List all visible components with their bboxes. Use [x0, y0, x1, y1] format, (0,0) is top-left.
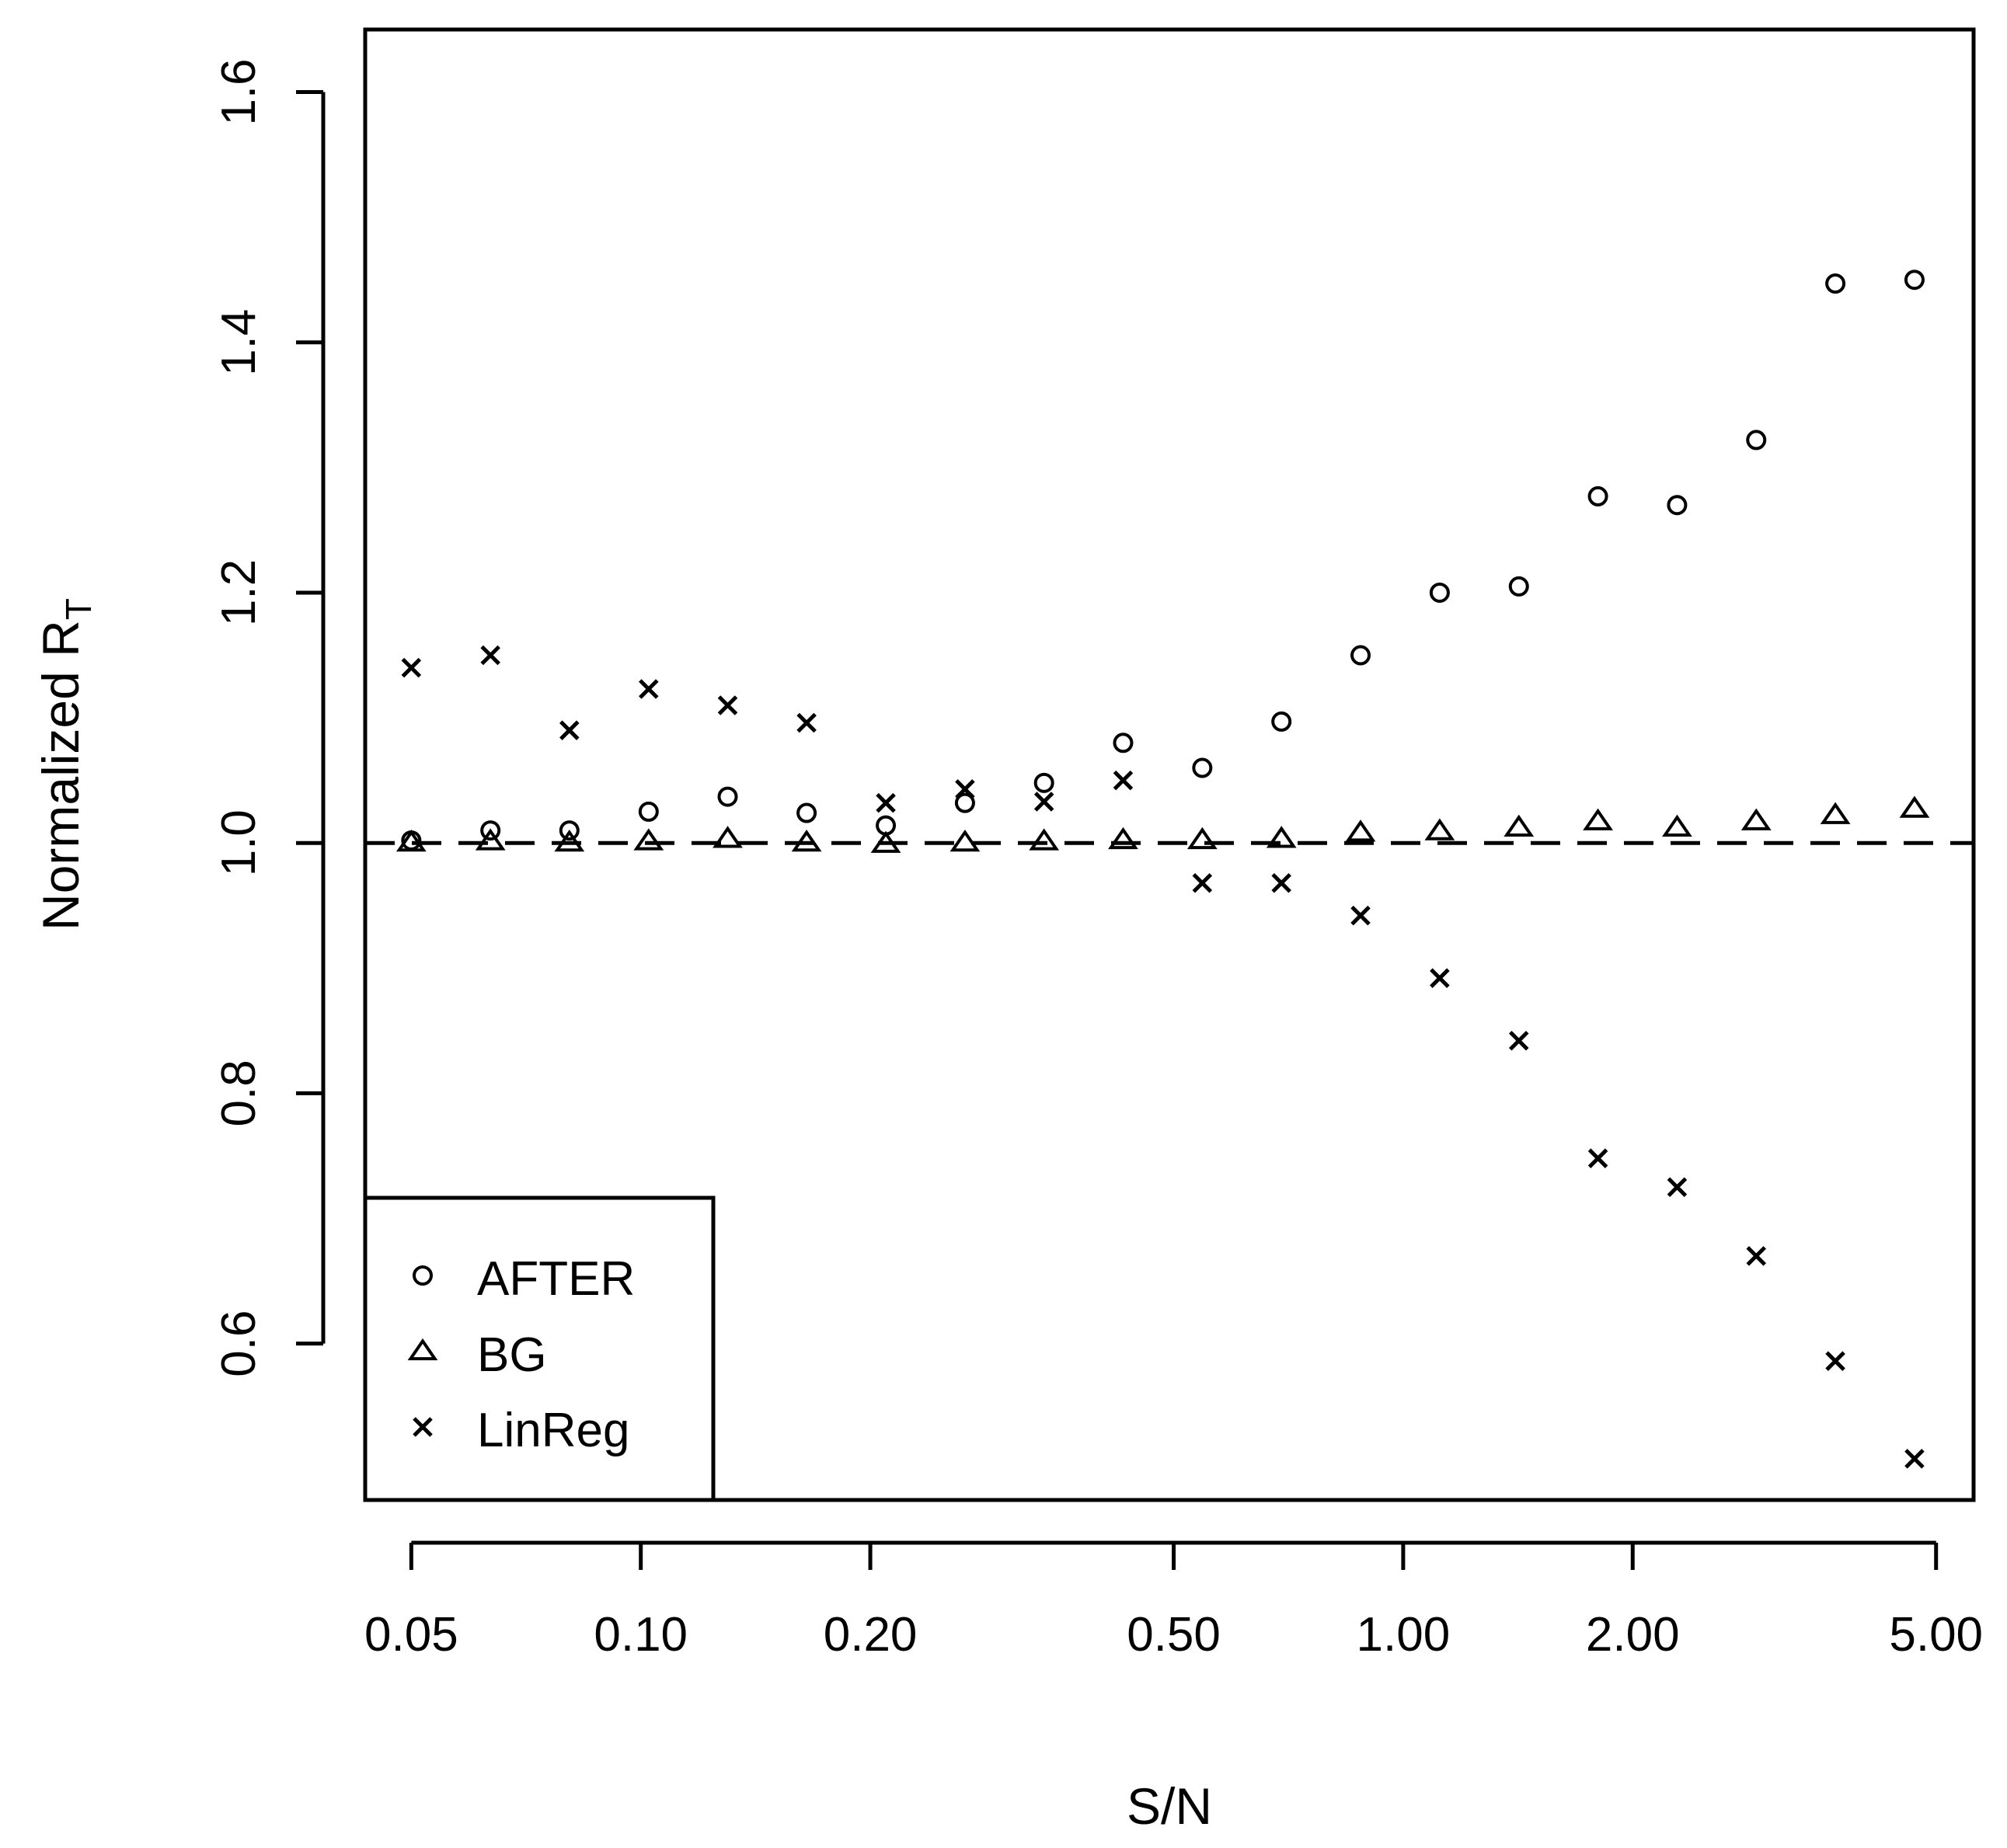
x-tick-label: 0.20	[824, 1608, 918, 1662]
data-point-bg	[633, 828, 664, 851]
data-point-bg	[1186, 827, 1218, 850]
legend-label: LinReg	[477, 1404, 629, 1457]
y-axis-label-main: Normalized R	[32, 620, 89, 931]
data-point-after	[1192, 757, 1213, 778]
data-point-after	[559, 820, 580, 841]
series-after	[401, 270, 1925, 851]
data-point-bg	[1899, 795, 1930, 818]
data-point-bg	[554, 830, 585, 852]
data-point-linreg	[559, 720, 580, 740]
y-axis-label: Normalized RT	[32, 598, 99, 931]
data-point-linreg	[1113, 770, 1134, 791]
series-bg	[395, 795, 1930, 853]
data-point-after	[1350, 645, 1371, 666]
legend-label: BG	[477, 1328, 547, 1382]
data-point-after	[638, 801, 659, 822]
legend-entry-after: AFTER	[413, 1252, 635, 1306]
data-point-bg	[870, 830, 901, 853]
legend-marker-bg	[407, 1338, 438, 1361]
data-point-after	[1429, 582, 1450, 603]
data-point-after	[954, 792, 975, 813]
data-point-after	[1587, 485, 1608, 506]
data-point-after	[1033, 772, 1054, 793]
data-point-after	[1113, 733, 1134, 753]
y-tick-label: 1.0	[212, 809, 266, 876]
data-point-linreg	[1508, 1030, 1529, 1051]
data-point-linreg	[639, 679, 659, 699]
data-point-after	[1508, 576, 1529, 597]
legend-box	[363, 1195, 716, 1502]
data-point-after	[1667, 495, 1688, 516]
legend: AFTER BG LinReg	[363, 1195, 716, 1502]
x-axis-label: S/N	[1127, 1777, 1212, 1835]
data-point-bg	[1583, 808, 1613, 830]
data-point-bg	[1108, 827, 1138, 850]
x-tick-label: 0.10	[594, 1608, 688, 1662]
data-point-after	[796, 802, 817, 823]
data-point-linreg	[1192, 872, 1213, 893]
x-tick-label: 0.50	[1127, 1608, 1221, 1662]
y-tick-label: 0.6	[212, 1310, 266, 1377]
plot-frame	[363, 27, 1976, 1502]
data-point-linreg	[717, 695, 738, 715]
y-tick-label: 1.2	[212, 559, 266, 626]
data-point-bg	[1504, 814, 1535, 837]
series-linreg	[401, 645, 1925, 1469]
legend-label: AFTER	[477, 1252, 635, 1306]
data-point-bg	[949, 830, 981, 852]
data-point-linreg	[1350, 905, 1371, 926]
data-point-linreg	[1904, 1449, 1925, 1469]
data-point-after	[480, 820, 501, 841]
y-tick-label: 1.6	[212, 58, 266, 125]
data-point-linreg	[1430, 968, 1450, 988]
data-point-linreg	[1825, 1351, 1845, 1371]
x-tick-label: 0.05	[364, 1608, 458, 1662]
data-point-bg	[1345, 820, 1376, 842]
data-point-bg	[1662, 814, 1692, 837]
data-point-linreg	[1746, 1246, 1767, 1266]
data-point-linreg	[796, 712, 817, 733]
data-point-bg	[1740, 808, 1772, 830]
x-tick-label: 1.00	[1357, 1608, 1451, 1662]
data-point-bg	[475, 828, 506, 851]
legend-marker-after	[413, 1265, 433, 1286]
data-points	[395, 270, 1930, 1469]
x-tick-label: 2.00	[1586, 1608, 1680, 1662]
data-point-linreg	[955, 779, 975, 799]
data-point-bg	[1424, 818, 1455, 840]
x-tick-label: 5.00	[1889, 1608, 1983, 1662]
data-point-bg	[713, 826, 743, 848]
data-point-linreg	[480, 645, 500, 666]
y-tick-label: 1.4	[212, 309, 266, 376]
y-axis-label-subscript: T	[58, 598, 99, 620]
data-point-bg	[395, 830, 427, 852]
data-point-after	[1746, 430, 1767, 451]
data-point-linreg	[1587, 1148, 1608, 1168]
x-axis: 0.05 0.10 0.20 0.50 1.00 2.00 5.00	[364, 1540, 1983, 1662]
data-point-linreg	[1033, 792, 1054, 812]
data-point-linreg	[1271, 872, 1291, 893]
y-axis: 0.6 0.8 1.0 1.2 1.4 1.6	[212, 58, 326, 1377]
data-point-after	[717, 786, 738, 807]
data-point-bg	[1820, 802, 1851, 824]
data-point-after	[1825, 273, 1846, 294]
legend-marker-linreg	[413, 1417, 433, 1437]
data-point-after	[1904, 270, 1925, 291]
data-point-bg	[791, 830, 822, 852]
data-point-after	[1271, 711, 1292, 732]
data-point-bg	[1266, 826, 1297, 848]
data-point-linreg	[876, 792, 896, 813]
y-tick-label: 0.8	[212, 1060, 266, 1126]
legend-entry-linreg: LinReg	[413, 1404, 629, 1457]
data-point-linreg	[1667, 1177, 1688, 1197]
legend-items: AFTER BG LinReg	[407, 1252, 635, 1457]
data-point-bg	[1029, 828, 1060, 851]
data-point-linreg	[401, 657, 422, 678]
legend-entry-bg: BG	[407, 1328, 547, 1382]
